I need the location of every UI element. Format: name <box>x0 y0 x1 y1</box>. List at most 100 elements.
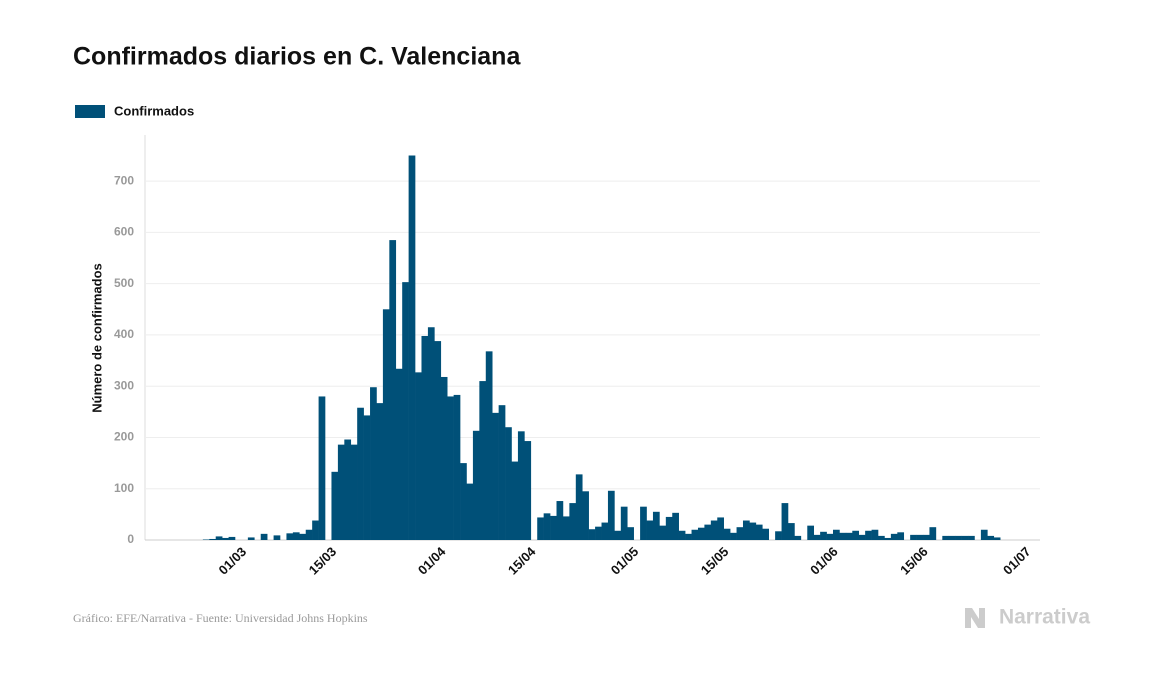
bar <box>209 538 217 540</box>
bar <box>292 532 300 540</box>
bar <box>942 535 950 540</box>
bar <box>524 441 532 540</box>
bar <box>312 520 319 540</box>
bar <box>614 530 622 540</box>
bar <box>627 527 634 540</box>
bar <box>955 535 962 540</box>
bar <box>363 415 371 540</box>
bar <box>434 341 442 540</box>
y-tick-label: 100 <box>114 481 134 495</box>
chart-title: Confirmados diarios en C. Valenciana <box>73 43 521 71</box>
bar <box>427 327 435 540</box>
bar <box>331 471 339 540</box>
bar <box>852 530 860 540</box>
bar <box>601 522 609 540</box>
bar <box>421 335 429 540</box>
bar <box>460 463 467 540</box>
bar <box>787 523 795 540</box>
bar <box>742 520 750 540</box>
bar <box>517 431 525 540</box>
bar <box>704 524 712 540</box>
bar <box>813 534 821 540</box>
bar <box>607 490 615 540</box>
bar <box>318 396 326 540</box>
bar <box>916 534 924 540</box>
y-tick-label: 0 <box>127 532 134 546</box>
bar <box>202 539 210 540</box>
bar <box>537 517 544 540</box>
bar <box>929 527 937 540</box>
bar <box>826 533 834 540</box>
bar <box>247 537 255 540</box>
bar <box>890 533 898 540</box>
bar <box>286 533 294 540</box>
bar <box>948 535 956 540</box>
bar <box>807 525 815 540</box>
bar <box>820 531 827 540</box>
bar <box>228 536 236 540</box>
bar <box>884 537 892 540</box>
y-tick-label: 700 <box>114 173 134 187</box>
bar <box>337 444 345 540</box>
bar <box>582 491 589 540</box>
bar <box>215 536 223 540</box>
bar <box>665 516 673 540</box>
bar <box>543 513 551 540</box>
bar <box>498 405 506 540</box>
bar <box>479 381 487 540</box>
bar <box>305 529 313 540</box>
bar <box>710 520 718 540</box>
bar <box>762 528 769 540</box>
x-tick-label: 01/04 <box>415 543 449 577</box>
bar <box>344 439 352 540</box>
bar <box>749 522 757 540</box>
bar <box>408 155 416 540</box>
bar <box>440 376 448 540</box>
legend-label: Confirmados <box>114 103 194 118</box>
bar <box>260 533 268 540</box>
bar <box>697 527 705 540</box>
bar <box>672 512 679 540</box>
bar <box>685 533 692 540</box>
legend-swatch <box>75 105 105 118</box>
bar <box>646 520 654 540</box>
bar <box>736 527 744 540</box>
bar <box>620 506 628 540</box>
bar <box>492 412 499 540</box>
bar <box>415 372 422 540</box>
bar <box>723 528 731 540</box>
y-tick-label: 500 <box>114 276 134 290</box>
bar <box>395 368 403 540</box>
bar <box>755 524 763 540</box>
x-tick-label: 15/03 <box>306 544 340 578</box>
y-axis-label: Número de confirmados <box>89 263 104 413</box>
bar <box>376 403 384 540</box>
y-tick-label: 400 <box>114 327 134 341</box>
bar <box>640 506 647 540</box>
x-tick-label: 15/04 <box>505 543 539 577</box>
bar <box>678 530 686 540</box>
bar <box>717 517 724 540</box>
bar <box>447 396 454 540</box>
bar <box>845 532 853 540</box>
y-tick-label: 600 <box>114 225 134 239</box>
bar <box>659 525 667 540</box>
x-tick-label: 01/03 <box>216 544 250 578</box>
x-tick-label: 01/06 <box>807 544 841 578</box>
bar <box>453 394 461 540</box>
bar <box>273 535 281 540</box>
bar <box>222 537 229 540</box>
y-tick-label: 300 <box>114 378 134 392</box>
bar <box>968 535 975 540</box>
bar <box>923 534 930 540</box>
bar <box>993 537 1001 540</box>
bar <box>299 533 307 540</box>
bar <box>389 240 397 540</box>
logo-icon <box>965 608 985 628</box>
bar <box>833 529 840 540</box>
bar <box>961 535 969 540</box>
x-tick-label: 15/05 <box>698 544 732 578</box>
y-tick-label: 200 <box>114 430 134 444</box>
bar <box>980 529 988 540</box>
